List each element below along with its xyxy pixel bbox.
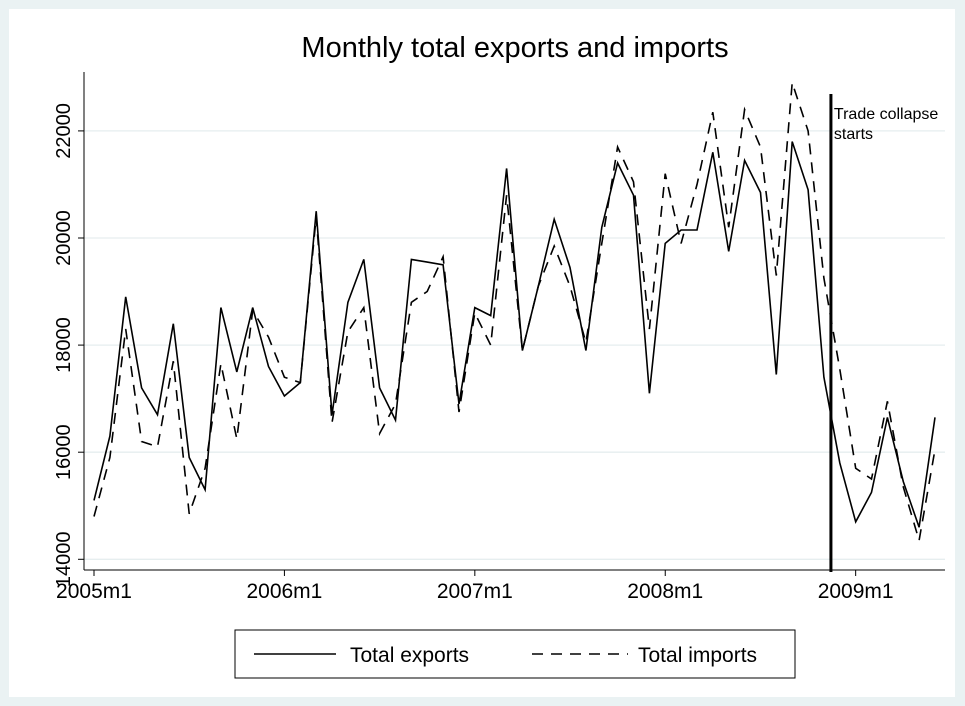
- chart-title: Monthly total exports and imports: [301, 32, 728, 64]
- annotation-label-line1: Trade collapse: [834, 106, 938, 123]
- annotation-label-line2: starts: [834, 126, 873, 143]
- x-tick-label: 2007m1: [437, 580, 513, 603]
- y-tick-label: 18000: [53, 317, 75, 373]
- annotation: Trade collapse starts: [829, 94, 938, 572]
- y-tick-label: 16000: [53, 424, 75, 480]
- legend-label-imports: Total imports: [638, 644, 757, 667]
- x-tick-label: 2006m1: [246, 580, 322, 603]
- plot-panel: [9, 9, 955, 697]
- series-lines: [93, 82, 936, 541]
- y-tick-label: 14000: [53, 531, 75, 587]
- legend: Total exports Total imports: [234, 629, 796, 679]
- x-tick-label: 2009m1: [818, 580, 894, 603]
- x-tick-label: 2008m1: [627, 580, 703, 603]
- series-line-imports: [93, 82, 936, 541]
- y-tick-label: 22000: [53, 103, 75, 159]
- legend-label-exports: Total exports: [350, 644, 469, 667]
- gridlines: [84, 130, 945, 560]
- axes: 14000 16000 18000 20000 22000 2005m1 2006m1 200…: [53, 72, 945, 603]
- series-line-exports: [93, 141, 936, 528]
- y-tick-label: 20000: [53, 210, 75, 266]
- x-tick-label: 2005m1: [56, 580, 132, 603]
